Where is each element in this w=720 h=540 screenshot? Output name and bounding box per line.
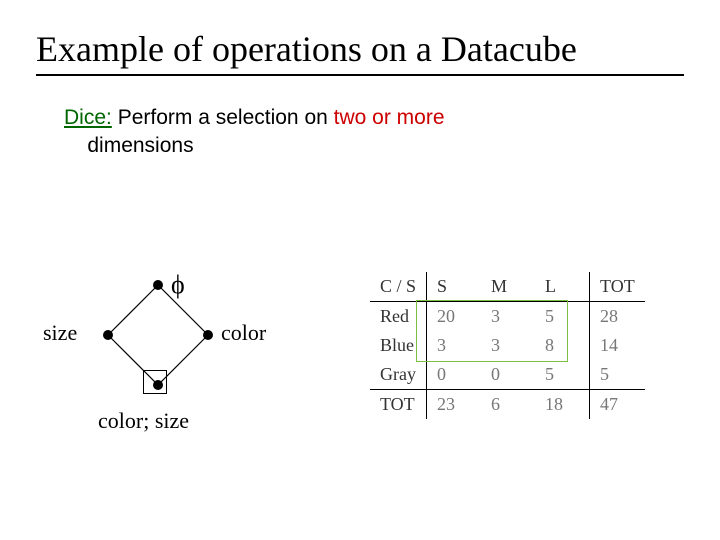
row-total: 14 <box>590 331 645 360</box>
slide: Example of operations on a Datacube Dice… <box>0 0 720 540</box>
table-row: Gray0055 <box>370 360 645 390</box>
col-2: M <box>481 272 535 302</box>
cell: 3 <box>481 331 535 360</box>
lattice-label-left: size <box>43 320 77 346</box>
col-4: TOT <box>590 272 645 302</box>
totals-cell: 23 <box>427 390 482 420</box>
cell: 20 <box>427 302 482 332</box>
lattice-label-right: color <box>221 320 266 346</box>
lattice-node-top <box>153 280 163 290</box>
col-0: C / S <box>370 272 427 302</box>
lattice-label-bottom: color; size <box>98 408 189 434</box>
totals-row: TOT2361847 <box>370 390 645 420</box>
col-3: L <box>535 272 590 302</box>
totals-cell: 18 <box>535 390 590 420</box>
row-label: Blue <box>370 331 427 360</box>
row-label: Red <box>370 302 427 332</box>
cell: 0 <box>427 360 482 390</box>
row-total: 28 <box>590 302 645 332</box>
body-before: Perform a selection on <box>112 106 334 129</box>
grand-total: 47 <box>590 390 645 420</box>
table: C / SSMLTOTRed203528Blue33814Gray0055TOT… <box>370 272 645 419</box>
datacube-table: C / SSMLTOTRed203528Blue33814Gray0055TOT… <box>370 272 645 419</box>
lattice-diagram: ϕsizecolorcolor; size <box>48 270 278 490</box>
lattice-node-right <box>203 330 213 340</box>
table-row: Red203528 <box>370 302 645 332</box>
col-1: S <box>427 272 482 302</box>
keyword-dice: Dice: <box>64 106 112 129</box>
body-text: Dice: Perform a selection on two or more… <box>64 104 664 161</box>
cell: 5 <box>535 360 590 390</box>
lattice-node-left <box>103 330 113 340</box>
totals-label: TOT <box>370 390 427 420</box>
row-label: Gray <box>370 360 427 390</box>
emphasis-two-or-more: two or more <box>334 106 445 129</box>
table-row: Blue33814 <box>370 331 645 360</box>
lattice-label-top: ϕ <box>171 270 185 300</box>
lattice-node-bottom <box>153 380 163 390</box>
table-header: C / SSMLTOT <box>370 272 645 302</box>
cell: 8 <box>535 331 590 360</box>
cell: 3 <box>481 302 535 332</box>
cell: 5 <box>535 302 590 332</box>
cell: 3 <box>427 331 482 360</box>
slide-title: Example of operations on a Datacube <box>36 28 684 76</box>
cell: 0 <box>481 360 535 390</box>
body-after: dimensions <box>82 134 194 157</box>
totals-cell: 6 <box>481 390 535 420</box>
row-total: 5 <box>590 360 645 390</box>
